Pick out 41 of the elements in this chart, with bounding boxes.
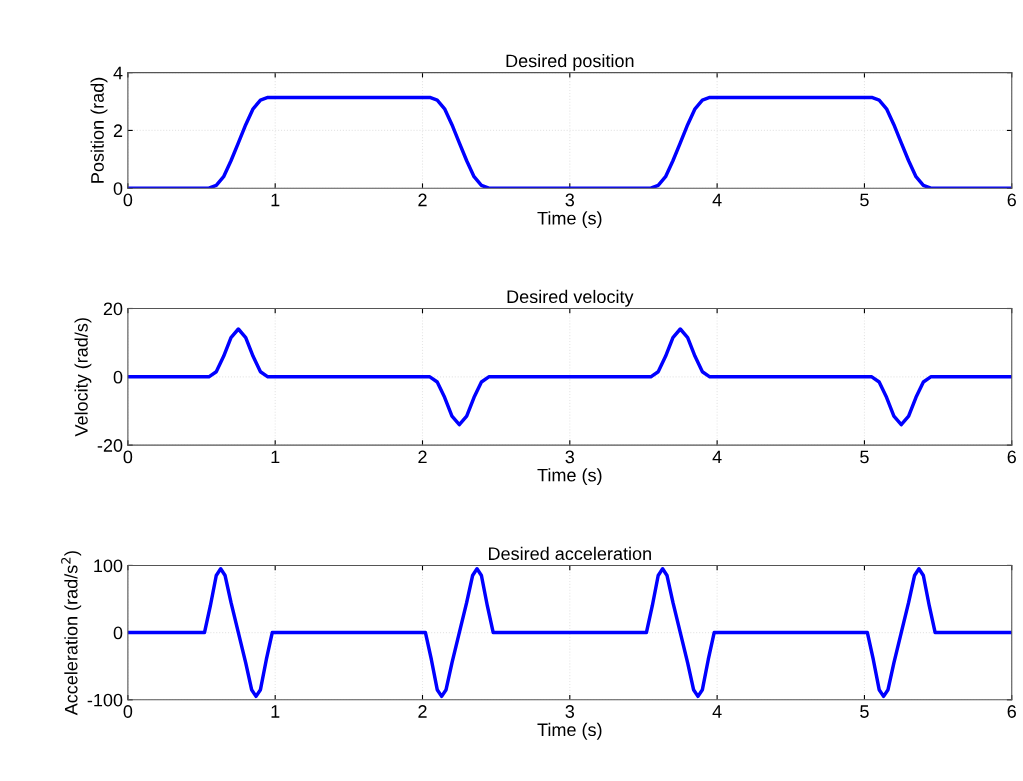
x-tick-label: 0 <box>123 705 133 718</box>
y-tick-label: 100 <box>94 559 123 573</box>
x-tick-label: 4 <box>712 705 722 718</box>
x-tick-label: 3 <box>565 450 575 464</box>
y-tick-label: 4 <box>113 66 123 80</box>
y-axis-title: Acceleration (rad/s$^{2}$) <box>61 551 82 716</box>
x-tick-label: 2 <box>418 705 427 718</box>
x-tick-label: 0 <box>123 193 133 207</box>
y-tick-label: 0 <box>113 370 123 384</box>
y-tick-label: 0 <box>113 626 123 640</box>
chart-title: Desired velocity <box>507 289 634 307</box>
line-series <box>127 567 1012 699</box>
x-tick-label: 6 <box>1007 193 1016 207</box>
x-axis-title: Time (s) <box>537 468 602 486</box>
x-tick-label: 4 <box>712 450 722 464</box>
y-axis-title: Position (rad) <box>90 77 108 183</box>
x-tick-label: 1 <box>271 705 280 718</box>
y-tick-label: 20 <box>103 302 123 316</box>
y-tick-label: -20 <box>97 439 123 452</box>
x-tick-label: 0 <box>123 450 133 464</box>
x-tick-label: 6 <box>1007 450 1016 464</box>
x-tick-label: 6 <box>1007 705 1016 718</box>
x-tick-label: 3 <box>565 193 575 207</box>
y-axis-title: Velocity (rad/s) <box>74 318 92 437</box>
x-tick-label: 3 <box>565 705 575 718</box>
x-tick-label: 1 <box>271 450 280 464</box>
x-tick-label: 1 <box>271 193 280 207</box>
x-tick-label: 2 <box>418 193 427 207</box>
x-tick-label: 4 <box>712 193 722 207</box>
x-axis-title: Time (s) <box>537 211 602 229</box>
x-tick-label: 5 <box>860 193 869 207</box>
y-tick-label: 2 <box>113 124 123 137</box>
x-tick-label: 2 <box>418 450 427 464</box>
y-tick-label: -100 <box>87 693 123 707</box>
chart-title: Desired position <box>506 53 634 71</box>
line-series <box>127 327 1012 427</box>
x-tick-label: 5 <box>860 705 869 718</box>
x-tick-label: 5 <box>860 450 869 464</box>
y-tick-label: 0 <box>113 182 123 195</box>
chart-title: Desired acceleration <box>489 546 651 561</box>
x-axis-title: Time (s) <box>537 722 602 740</box>
